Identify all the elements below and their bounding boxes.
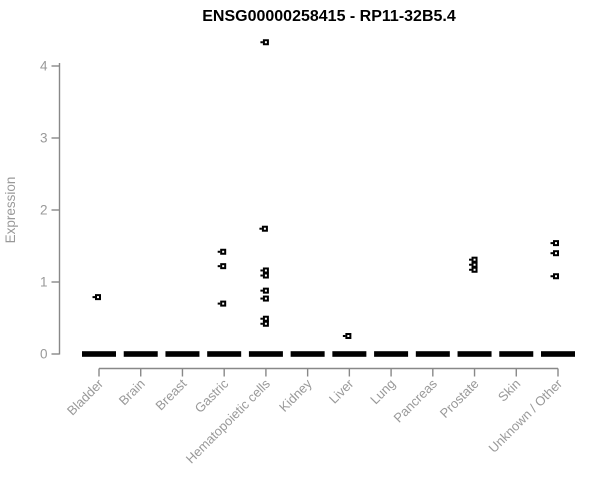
data-point-center xyxy=(555,252,557,255)
x-tick-label: Skin xyxy=(495,376,523,404)
chart-title: ENSG00000258415 - RP11-32B5.4 xyxy=(202,8,456,25)
x-tick-label: Kidney xyxy=(276,376,315,415)
y-axis-title: Expression xyxy=(3,177,18,244)
zero-point-cluster xyxy=(499,351,534,357)
x-tick-label: Prostate xyxy=(437,376,482,421)
x-tick-label: Bladder xyxy=(64,376,107,419)
x-tick-label: Brain xyxy=(116,376,148,408)
data-point-center xyxy=(264,289,267,292)
data-point-nub xyxy=(342,335,346,337)
data-point-nub xyxy=(260,322,263,325)
data-point-center xyxy=(264,41,267,44)
data-point-nub xyxy=(260,274,263,277)
zero-point-cluster xyxy=(165,351,200,357)
data-point-nub xyxy=(469,258,472,261)
zero-point-cluster xyxy=(374,351,409,357)
data-point-center xyxy=(263,227,266,230)
data-point-center xyxy=(264,269,267,272)
x-tick-label: Lung xyxy=(367,376,398,407)
data-point-nub xyxy=(260,317,263,320)
data-point-center xyxy=(264,322,267,325)
data-point-nub xyxy=(260,269,263,272)
data-point-center xyxy=(222,250,225,253)
y-tick-label: 3 xyxy=(40,131,48,146)
x-tick-label: Liver xyxy=(326,376,357,407)
data-point-center xyxy=(473,258,476,261)
data-point-center xyxy=(473,268,476,271)
x-tick-label: Breast xyxy=(152,376,189,413)
data-point-center xyxy=(264,297,267,300)
data-point-nub xyxy=(92,296,95,299)
zero-point-cluster xyxy=(82,351,116,357)
data-point-nub xyxy=(217,265,221,268)
zero-point-cluster xyxy=(207,351,242,357)
data-point-nub xyxy=(259,227,262,230)
data-point-nub xyxy=(217,250,221,253)
data-point-nub xyxy=(550,275,553,278)
data-point-center xyxy=(555,275,557,278)
data-point-nub xyxy=(469,268,472,271)
data-point-nub xyxy=(469,263,472,266)
data-point-center xyxy=(555,242,557,245)
data-point-nub xyxy=(217,302,221,305)
y-tick-label: 1 xyxy=(40,275,48,290)
data-point-nub xyxy=(550,242,553,245)
y-tick-label: 2 xyxy=(40,203,48,218)
data-point-center xyxy=(97,296,99,299)
y-tick-label: 0 xyxy=(40,347,48,362)
data-point-center xyxy=(264,274,267,277)
x-tick-label: Pancreas xyxy=(390,376,440,426)
y-tick-label: 4 xyxy=(40,59,48,74)
x-tick-label: Gastric xyxy=(192,376,232,416)
data-point-center xyxy=(222,302,225,305)
zero-point-cluster xyxy=(415,351,450,357)
data-point-center xyxy=(264,317,267,320)
data-point-nub xyxy=(260,289,263,292)
data-point-nub xyxy=(260,41,263,44)
x-tick-label: Unknown / Other xyxy=(486,376,566,456)
zero-point-cluster xyxy=(332,351,367,357)
zero-point-cluster xyxy=(248,351,283,357)
data-point-center xyxy=(222,265,225,268)
zero-point-cluster xyxy=(290,351,325,357)
data-point-center xyxy=(347,335,350,337)
data-point-nub xyxy=(260,297,263,300)
zero-point-cluster xyxy=(457,351,492,357)
data-point-nub xyxy=(550,252,553,255)
zero-point-cluster xyxy=(541,351,575,357)
data-point-center xyxy=(473,263,476,266)
zero-point-cluster xyxy=(123,351,158,357)
